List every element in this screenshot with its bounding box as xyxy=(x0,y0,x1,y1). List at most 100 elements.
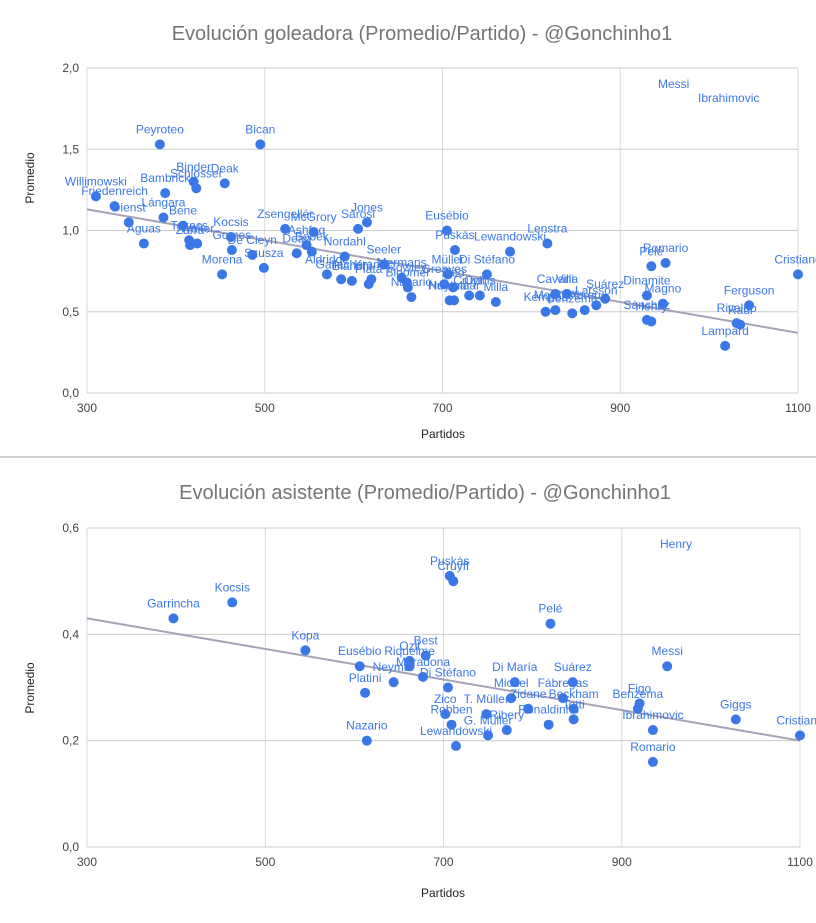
chart-title: Evolución goleadora (Promedio/Partido) -… xyxy=(172,23,673,45)
y-axis-title: Promedio xyxy=(23,152,37,204)
x-tick-label: 900 xyxy=(610,401,630,415)
data-point xyxy=(634,698,645,709)
y-tick-label: 0,4 xyxy=(62,627,79,641)
data-point xyxy=(353,223,364,234)
data-label: Suárez xyxy=(586,277,624,291)
x-tick-label: 500 xyxy=(255,401,275,415)
data-label: Bambrick xyxy=(140,171,191,185)
data-point xyxy=(793,269,803,280)
data-label: Binder xyxy=(176,160,211,174)
y-tick-label: 0,0 xyxy=(62,386,79,400)
data-label: Garrincha xyxy=(147,596,200,610)
data-point xyxy=(441,225,452,236)
x-tick-label: 1100 xyxy=(787,855,813,869)
data-label: Villa xyxy=(556,272,579,286)
data-point xyxy=(744,300,755,311)
data-label: Deak xyxy=(211,161,240,175)
data-label: De Cleyn xyxy=(228,233,277,247)
data-point xyxy=(449,295,460,306)
data-point xyxy=(308,227,319,238)
data-point xyxy=(481,269,492,280)
data-point xyxy=(464,290,475,301)
chart-asistente: Evolución asistente (Promedio/Partido) -… xyxy=(0,460,816,923)
data-label: Bene xyxy=(169,204,197,218)
data-label: Cavani xyxy=(537,272,574,286)
chart-asistente-svg: Evolución asistente (Promedio/Partido) -… xyxy=(23,482,816,900)
data-label: Dienst xyxy=(112,200,147,214)
data-point xyxy=(646,316,657,327)
data-point xyxy=(360,687,371,698)
data-point xyxy=(225,232,236,242)
data-point xyxy=(481,709,492,720)
chart-goleadora: Evolución goleadora (Promedio/Partido) -… xyxy=(0,0,816,455)
data-label: T. Müller xyxy=(464,692,509,706)
data-point xyxy=(501,725,512,736)
y-tick-label: 1,5 xyxy=(62,142,79,156)
data-label: Kocsis xyxy=(215,580,250,594)
data-label: Platini xyxy=(349,671,382,685)
data-point xyxy=(291,248,302,259)
data-label: Zsengellér xyxy=(257,207,313,221)
data-label: Kranki xyxy=(354,257,388,271)
data-label: Robben xyxy=(430,703,472,717)
data-label: Messi xyxy=(652,644,683,658)
data-point xyxy=(442,269,453,280)
data-label: Di Stéfano xyxy=(420,666,476,680)
data-point xyxy=(579,305,590,316)
data-label: Mermans xyxy=(377,256,427,270)
data-label: Ronaldinho xyxy=(518,703,579,717)
data-point xyxy=(321,269,332,280)
data-label: Ribery xyxy=(489,708,524,722)
data-label: Nordahl xyxy=(324,235,366,249)
data-label: Nazario xyxy=(391,275,433,289)
data-point xyxy=(418,671,429,682)
data-point xyxy=(168,613,179,624)
data-point xyxy=(542,238,553,249)
data-point xyxy=(306,246,317,257)
data-label: Gallacher xyxy=(316,257,367,271)
data-point xyxy=(354,661,365,672)
data-point xyxy=(545,618,556,629)
x-axis-title: Partidos xyxy=(421,427,465,441)
data-point xyxy=(450,740,461,751)
data-point xyxy=(300,645,311,656)
data-label: Zico xyxy=(442,265,465,279)
data-point xyxy=(404,661,415,672)
data-label: Morena xyxy=(202,252,243,266)
x-tick-label: 1100 xyxy=(785,401,811,415)
data-label: Cruyff xyxy=(453,274,485,288)
data-point xyxy=(439,279,450,290)
data-label: Neymar xyxy=(373,660,415,674)
data-label: Sárosi xyxy=(341,207,375,221)
data-point xyxy=(567,677,578,688)
data-label: Peyroteo xyxy=(136,122,184,136)
data-label: Lenstra xyxy=(527,222,567,236)
data-point xyxy=(154,139,165,150)
data-label: Nazario xyxy=(346,719,388,733)
data-label: Cristiano xyxy=(774,252,816,266)
data-label: Cristiano xyxy=(776,713,816,727)
data-point xyxy=(247,249,258,260)
chart-separator xyxy=(0,456,816,458)
data-point xyxy=(600,293,611,304)
data-point xyxy=(258,262,269,273)
data-label: Di Stéfano xyxy=(459,252,515,266)
data-point xyxy=(523,703,534,714)
chart-title: Evolución asistente (Promedio/Partido) -… xyxy=(179,482,671,504)
data-point xyxy=(448,282,459,293)
x-tick-label: 700 xyxy=(432,401,452,415)
data-label: Ozil xyxy=(399,639,420,653)
data-point xyxy=(442,682,453,693)
x-tick-label: 500 xyxy=(255,855,275,869)
data-point xyxy=(339,251,350,262)
y-tick-label: 2,0 xyxy=(62,61,79,75)
data-point xyxy=(557,693,568,704)
data-label: Suárez xyxy=(554,660,592,674)
chart-goleadora-svg: Evolución goleadora (Promedio/Partido) -… xyxy=(23,23,816,441)
data-label: Messi xyxy=(658,77,689,91)
data-point xyxy=(720,340,731,351)
data-point xyxy=(217,269,228,280)
data-point xyxy=(90,191,101,202)
data-label: Figo xyxy=(628,681,652,695)
data-label: Henry xyxy=(660,537,692,551)
